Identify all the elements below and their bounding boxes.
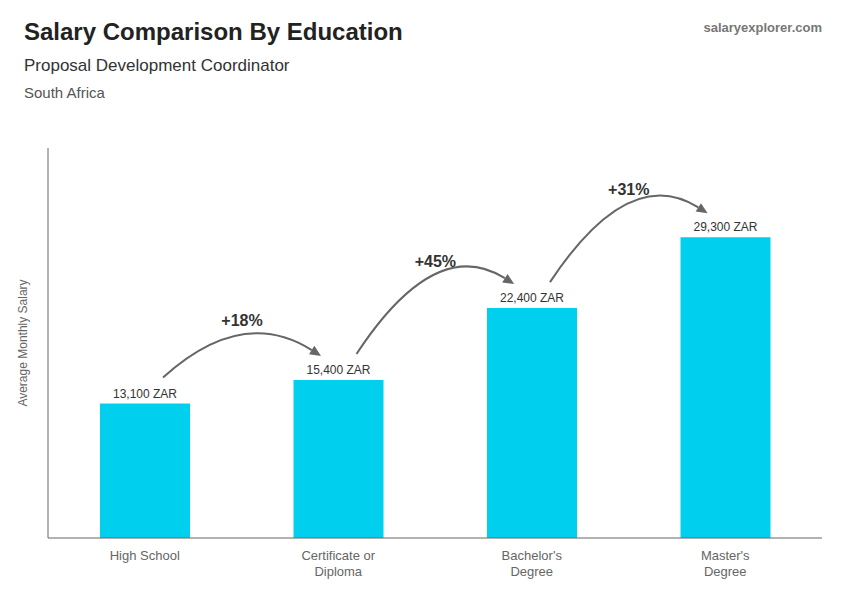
svg-text:22,400 ZAR: 22,400 ZAR — [500, 291, 564, 305]
html-text:salaryexplorer.com: salaryexplorer.com — [703, 20, 822, 35]
svg-text:+18%: +18% — [221, 312, 262, 329]
svg-text:Average Monthly Salary: Average Monthly Salary — [16, 279, 30, 406]
svg-text:Certificate orDiploma: Certificate orDiploma — [301, 548, 375, 579]
svg-text:High School: High School — [110, 548, 180, 563]
svg-text:Master'sDegree: Master'sDegree — [701, 548, 750, 579]
svg-text:29,300 ZAR: 29,300 ZAR — [693, 220, 757, 234]
svg-text:13,100 ZAR: 13,100 ZAR — [113, 387, 177, 401]
html-text:Salary Comparison By Education: Salary Comparison By Education — [24, 18, 403, 45]
svg-text:+31%: +31% — [608, 181, 649, 198]
svg-text:Bachelor'sDegree: Bachelor'sDegree — [502, 548, 563, 579]
html-text:Proposal Development Coordinat: Proposal Development Coordinator — [24, 56, 290, 75]
html-text:South Africa: South Africa — [24, 84, 105, 101]
svg-text:15,400 ZAR: 15,400 ZAR — [306, 363, 370, 377]
svg-text:+45%: +45% — [415, 253, 456, 270]
